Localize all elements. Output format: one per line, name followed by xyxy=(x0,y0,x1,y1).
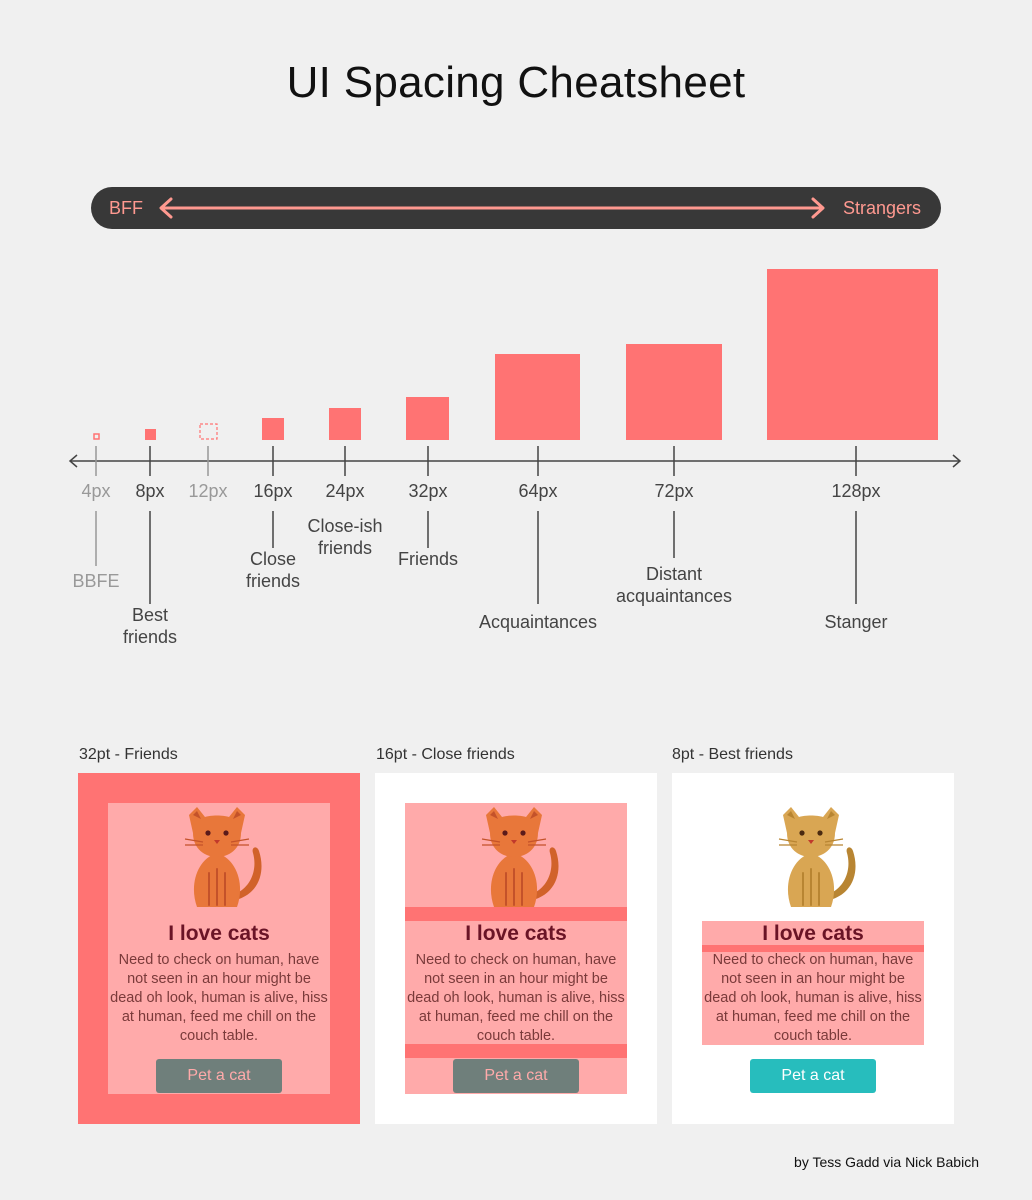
double-arrow-icon xyxy=(159,197,825,219)
name-label-friends: Friends xyxy=(397,549,459,569)
body-line: Need to check on human, have xyxy=(415,952,617,968)
body-line: not seen in an hour might be xyxy=(127,971,311,987)
card-text-area: I love cats Need to check on human, have… xyxy=(702,921,924,1045)
card-heading: I love cats xyxy=(168,922,270,945)
body-line: dead oh look, human is alive, hiss xyxy=(110,990,328,1006)
name-label-acquaintances: Acquaintances xyxy=(478,612,598,632)
px-label-8: 8px xyxy=(135,481,165,501)
square-64px xyxy=(495,354,580,440)
px-label-4: 4px xyxy=(81,481,111,501)
body-line: Need to check on human, have xyxy=(712,952,914,968)
px-label-12: 12px xyxy=(188,481,228,501)
px-label-128: 128px xyxy=(831,481,881,501)
name-label-bbfe: BBFE xyxy=(72,571,120,591)
px-label-16: 16px xyxy=(253,481,293,501)
square-8px xyxy=(145,429,156,440)
card-body-text: Need to check on human, have not seen in… xyxy=(108,951,330,1046)
example-card-8pt: I love cats Need to check on human, have… xyxy=(672,773,954,1124)
body-line: couch table. xyxy=(773,1028,853,1044)
body-line: couch table. xyxy=(476,1028,556,1044)
spacing-scale-diagram xyxy=(68,269,962,604)
pet-a-cat-button[interactable]: Pet a cat xyxy=(750,1059,876,1093)
name-label-line: friends xyxy=(122,627,178,647)
spacing-band xyxy=(702,945,924,952)
card-body-text: Need to check on human, have not seen in… xyxy=(702,951,924,1046)
axis-left-arrow-icon xyxy=(68,454,78,468)
card-body-text: Need to check on human, have not seen in… xyxy=(405,951,627,1046)
name-label-line: Close-ish xyxy=(307,516,383,536)
body-line: at human, feed me chill on the xyxy=(121,1009,317,1025)
name-label-line: Close xyxy=(249,549,297,569)
cat-icon xyxy=(184,807,262,907)
spacing-band xyxy=(405,1044,627,1058)
card-heading: I love cats xyxy=(465,922,567,945)
example-title-32pt: 32pt - Friends xyxy=(79,746,178,763)
square-4px xyxy=(93,433,100,440)
body-line: at human, feed me chill on the xyxy=(418,1009,614,1025)
square-128px xyxy=(767,269,938,440)
name-label-line: acquaintances xyxy=(615,586,733,606)
name-label-line: friends xyxy=(245,571,301,591)
example-title-8pt: 8pt - Best friends xyxy=(672,746,793,763)
spectrum-left-label: BFF xyxy=(109,198,143,218)
name-label-closeish-friends: Close-ish friends xyxy=(285,515,405,559)
card-heading: I love cats xyxy=(762,922,864,945)
name-label-best-friends: Best friends xyxy=(90,604,210,648)
square-32px xyxy=(406,397,449,440)
cat-icon xyxy=(481,807,559,907)
name-label-distant-acquaintances: Distant acquaintances xyxy=(594,563,754,607)
name-label-line: friends xyxy=(317,538,373,558)
px-label-72: 72px xyxy=(654,481,694,501)
spacing-band xyxy=(405,907,627,921)
name-label-line: Distant xyxy=(645,564,703,584)
body-line: dead oh look, human is alive, hiss xyxy=(704,990,922,1006)
square-72px xyxy=(626,344,722,440)
example-card-16pt: I love cats Need to check on human, have… xyxy=(375,773,657,1124)
square-12px xyxy=(199,423,218,440)
page-title: UI Spacing Cheatsheet xyxy=(286,58,746,107)
credit-text: by Tess Gadd via Nick Babich xyxy=(794,1154,979,1170)
cat-icon xyxy=(778,807,856,907)
square-24px xyxy=(329,408,361,440)
name-label-stranger: Stanger xyxy=(824,612,888,632)
px-label-64: 64px xyxy=(518,481,558,501)
px-label-32: 32px xyxy=(408,481,448,501)
card-content-area: I love cats Need to check on human, have… xyxy=(405,803,627,1094)
body-line: not seen in an hour might be xyxy=(721,971,905,987)
card-content-area: I love cats Need to check on human, have… xyxy=(108,803,330,1094)
pet-a-cat-button[interactable]: Pet a cat xyxy=(156,1059,282,1093)
body-line: dead oh look, human is alive, hiss xyxy=(407,990,625,1006)
pet-a-cat-button[interactable]: Pet a cat xyxy=(453,1059,579,1093)
name-label-line: Best xyxy=(131,605,169,625)
square-16px xyxy=(262,418,284,440)
spectrum-right-label: Strangers xyxy=(842,198,921,218)
px-label-24: 24px xyxy=(325,481,365,501)
body-line: not seen in an hour might be xyxy=(424,971,608,987)
body-line: at human, feed me chill on the xyxy=(715,1009,911,1025)
example-title-16pt: 16pt - Close friends xyxy=(376,746,515,763)
name-label-close-friends: Close friends xyxy=(213,548,333,592)
spectrum-bar: BFF Strangers xyxy=(91,187,941,229)
example-card-32pt: I love cats Need to check on human, have… xyxy=(78,773,360,1124)
body-line: Need to check on human, have xyxy=(118,952,320,968)
axis-right-arrow-icon xyxy=(952,454,962,468)
body-line: couch table. xyxy=(179,1028,259,1044)
